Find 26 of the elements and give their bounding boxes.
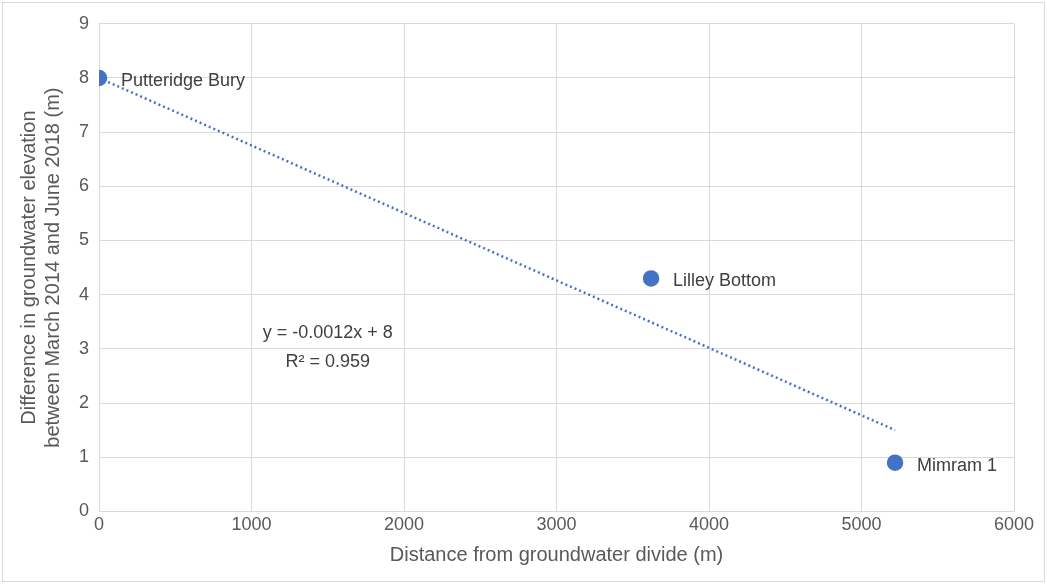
- point: [886, 454, 904, 471]
- x-axis-title: Distance from groundwater divide (m): [389, 542, 724, 565]
- x-tick-label: 1000: [231, 514, 272, 535]
- y-tick-label: 5: [79, 229, 90, 250]
- y-tick-label: 9: [79, 12, 90, 33]
- x-tick-label: 3000: [536, 514, 577, 535]
- y-tick-label: 2: [79, 392, 90, 413]
- x-tick-label: 2000: [383, 514, 425, 535]
- x-tick-label: 5000: [841, 514, 882, 535]
- x-tick-label: 6000: [993, 514, 1035, 535]
- point: [642, 270, 660, 287]
- annotation: Mimram 1: [917, 454, 998, 475]
- annotation: y = -0.0012x + 8: [262, 322, 393, 343]
- y-tick-label: 4: [79, 283, 90, 304]
- y-axis-title: Difference in groundwater elevation between March 2014 and June 2018 (m): [16, 87, 63, 448]
- y-tick-label: 8: [79, 66, 90, 87]
- annotation: Lilley Bottom: [673, 270, 777, 291]
- y-tick-label: 1: [79, 446, 90, 467]
- x-tick-label: 4000: [688, 514, 730, 535]
- y-tick-label: 3: [79, 337, 90, 358]
- annotation: Putteridge Bury: [121, 69, 246, 90]
- x-tick-label: 0: [94, 514, 105, 535]
- y-tick-label: 6: [79, 175, 90, 196]
- y-tick-label: 0: [79, 500, 90, 521]
- annotation: R² = 0.959: [285, 351, 371, 372]
- y-tick-label: 7: [79, 121, 90, 142]
